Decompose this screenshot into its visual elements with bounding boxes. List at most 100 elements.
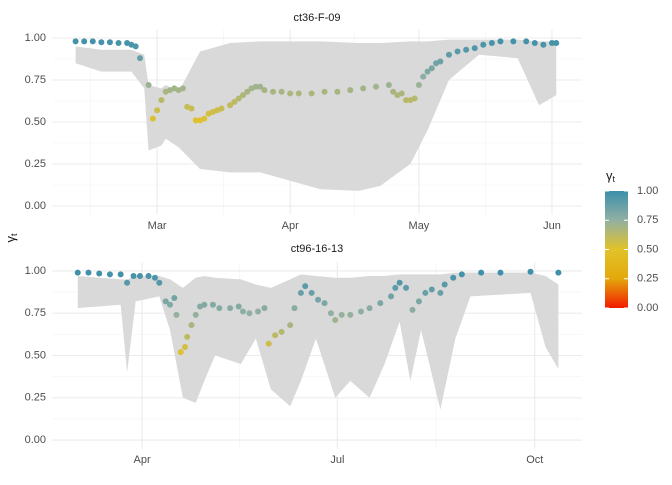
point bbox=[392, 284, 399, 291]
point bbox=[184, 333, 191, 340]
point bbox=[179, 85, 186, 92]
panel-title: ct36-F-09 bbox=[293, 12, 340, 24]
point bbox=[227, 102, 234, 109]
point bbox=[272, 332, 279, 339]
point bbox=[531, 40, 538, 47]
point bbox=[85, 269, 92, 276]
point bbox=[422, 289, 429, 296]
point bbox=[308, 289, 315, 296]
point bbox=[201, 301, 208, 308]
point bbox=[540, 41, 547, 48]
point bbox=[136, 55, 143, 62]
point bbox=[403, 97, 410, 104]
point bbox=[209, 301, 216, 308]
point bbox=[192, 311, 199, 318]
point bbox=[287, 90, 294, 97]
point bbox=[124, 279, 131, 286]
point bbox=[145, 82, 152, 89]
point bbox=[244, 88, 251, 95]
point bbox=[254, 308, 261, 315]
point bbox=[287, 322, 294, 329]
colorbar-label: 0.25 bbox=[637, 273, 658, 285]
point bbox=[445, 51, 452, 58]
point bbox=[321, 300, 328, 307]
point bbox=[458, 271, 465, 278]
colorbar bbox=[605, 191, 628, 308]
point bbox=[246, 310, 253, 317]
point bbox=[106, 39, 113, 46]
x-tick-label: Oct bbox=[526, 454, 543, 466]
point bbox=[98, 39, 105, 46]
colorbar-label: 0.50 bbox=[637, 243, 658, 255]
point bbox=[553, 40, 560, 47]
point bbox=[158, 97, 165, 104]
point bbox=[177, 349, 184, 356]
point bbox=[510, 38, 517, 45]
point bbox=[192, 117, 199, 124]
point bbox=[488, 40, 495, 47]
point bbox=[216, 305, 223, 312]
point bbox=[327, 310, 334, 317]
point bbox=[218, 105, 225, 112]
point bbox=[366, 305, 373, 312]
y-tick-label: 0.25 bbox=[25, 392, 46, 404]
point bbox=[555, 269, 562, 276]
point bbox=[523, 38, 530, 45]
point bbox=[188, 322, 195, 329]
point bbox=[278, 328, 285, 335]
x-tick-label: Apr bbox=[134, 454, 151, 466]
point bbox=[403, 284, 410, 291]
point bbox=[156, 279, 163, 286]
point bbox=[396, 279, 403, 286]
y-tick-label: 0.50 bbox=[25, 349, 46, 361]
point bbox=[115, 40, 122, 47]
colorbar-subscript: t bbox=[613, 174, 616, 184]
point bbox=[332, 316, 339, 323]
point bbox=[321, 88, 328, 95]
point bbox=[463, 46, 470, 53]
point bbox=[151, 274, 158, 281]
point bbox=[415, 82, 422, 89]
x-tick-label: Jul bbox=[330, 454, 344, 466]
point bbox=[338, 311, 345, 318]
point bbox=[252, 83, 259, 90]
y-tick-label: 0.25 bbox=[25, 158, 46, 170]
point bbox=[239, 92, 246, 99]
point bbox=[201, 115, 208, 122]
point bbox=[428, 286, 435, 293]
point bbox=[347, 87, 354, 94]
point bbox=[497, 38, 504, 45]
uncertainty-band bbox=[77, 272, 559, 410]
colorbar-label: 0.00 bbox=[637, 302, 658, 314]
point bbox=[257, 83, 264, 90]
point bbox=[415, 298, 422, 305]
point bbox=[167, 301, 174, 308]
y-tick-label: 0.00 bbox=[25, 200, 46, 212]
colorbar-label: 0.75 bbox=[637, 214, 658, 226]
point bbox=[411, 95, 418, 102]
point bbox=[96, 270, 103, 277]
colorbar-label: 1.00 bbox=[637, 185, 658, 197]
point bbox=[145, 273, 152, 280]
point bbox=[231, 98, 238, 105]
point bbox=[377, 300, 384, 307]
x-tick-label: Apr bbox=[282, 220, 299, 232]
y-axis-symbol: γ bbox=[3, 236, 18, 243]
y-tick-label: 0.75 bbox=[25, 74, 46, 86]
point bbox=[117, 271, 124, 278]
point bbox=[265, 340, 272, 347]
point bbox=[227, 305, 234, 312]
point bbox=[390, 88, 397, 95]
point bbox=[420, 73, 427, 80]
point bbox=[74, 269, 81, 276]
point bbox=[302, 283, 309, 290]
point bbox=[72, 38, 79, 45]
colorbar-symbol: γ bbox=[606, 168, 613, 183]
point bbox=[360, 85, 367, 92]
point bbox=[132, 43, 139, 50]
point bbox=[162, 298, 169, 305]
y-tick-label: 1.00 bbox=[25, 32, 46, 44]
point bbox=[106, 271, 113, 278]
y-tick-label: 0.00 bbox=[25, 434, 46, 446]
point bbox=[548, 40, 555, 47]
